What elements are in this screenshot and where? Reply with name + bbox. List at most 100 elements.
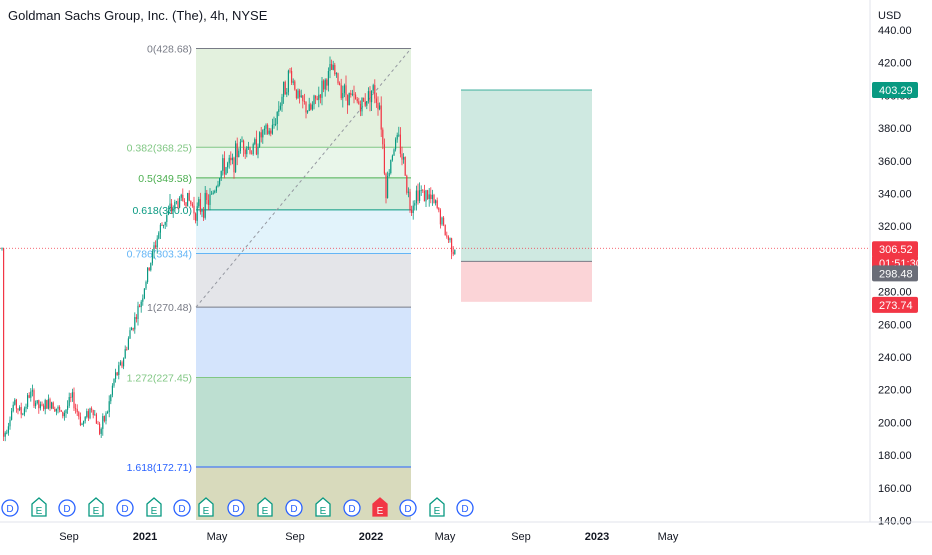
price-series[interactable]: [1, 56, 456, 442]
candle-body: [92, 409, 94, 416]
candle-body: [326, 79, 328, 86]
candle-body: [123, 358, 125, 367]
price-tick-label: 440.00: [878, 25, 912, 37]
candle-body: [132, 328, 134, 330]
candle-body: [22, 414, 24, 416]
earnings-icon-label: E: [93, 506, 100, 517]
candle-body: [399, 134, 401, 154]
stop-price-label[interactable]: 273.74: [872, 296, 918, 313]
candle-body: [19, 407, 21, 411]
candle-body: [348, 93, 350, 106]
candle-body: [83, 420, 85, 424]
candle-body: [139, 305, 141, 308]
candle-body: [335, 73, 337, 75]
dividend-icon-label: D: [461, 504, 468, 515]
dividend-marker[interactable]: D: [58, 499, 76, 517]
candle-body: [140, 301, 142, 308]
long-position-tool[interactable]: [461, 89, 592, 302]
candle-body: [351, 93, 353, 95]
time-axis[interactable]: Sep 2021 May Sep 2022 May Sep 2023 May: [0, 521, 932, 543]
candle-body: [134, 317, 136, 330]
candle-body: [339, 83, 341, 86]
dividend-marker[interactable]: D: [173, 499, 191, 517]
candle-body: [212, 192, 214, 194]
candle-body: [39, 404, 41, 409]
candle-body: [95, 414, 97, 424]
dividend-marker[interactable]: D: [227, 499, 245, 517]
candle-body: [315, 95, 317, 99]
candle-body: [302, 95, 304, 102]
candle-body: [55, 408, 57, 412]
earnings-icon-label: E: [36, 506, 43, 517]
candle-body: [220, 170, 222, 178]
dividend-marker[interactable]: D: [456, 499, 474, 517]
time-tick-label: 2021: [133, 531, 157, 543]
earnings-marker[interactable]: E: [257, 497, 273, 517]
earnings-marker[interactable]: E: [429, 497, 445, 517]
candle-body: [415, 190, 417, 204]
candle-body: [231, 157, 233, 161]
dividend-icon-label: D: [178, 504, 185, 515]
candle-body: [260, 132, 262, 138]
candle-body: [299, 90, 301, 98]
earnings-marker[interactable]: E: [31, 497, 47, 517]
candle-body: [366, 100, 368, 106]
candle-body: [319, 94, 321, 98]
dividend-marker[interactable]: D: [343, 499, 361, 517]
candle-body: [411, 209, 413, 214]
target-price-label[interactable]: 403.29: [872, 82, 918, 99]
dividend-icon: [58, 499, 76, 517]
candle-body: [57, 407, 59, 409]
candle-body: [9, 419, 11, 427]
candle-body: [35, 403, 37, 407]
earnings-marker[interactable]: E: [198, 497, 214, 517]
price-axis[interactable]: USD440.00420.00400.00380.00360.00340.003…: [869, 0, 922, 528]
entry-price-label-bg: [872, 265, 918, 282]
earnings-marker[interactable]: E: [315, 497, 331, 517]
candle-body: [110, 394, 112, 402]
candle-body: [84, 416, 86, 421]
candle-body: [259, 132, 261, 147]
candle-body: [241, 140, 243, 142]
earnings-marker[interactable]: E: [88, 497, 104, 517]
candle-body: [78, 412, 80, 417]
last-price-label[interactable]: 306.52: [872, 241, 918, 258]
candle-body: [135, 317, 137, 320]
candle-body: [380, 105, 382, 130]
entry-price-label[interactable]: 298.48: [872, 265, 918, 282]
candle-body: [111, 385, 113, 395]
candle-body: [191, 204, 193, 206]
dividend-marker[interactable]: D: [116, 499, 134, 517]
candle-body: [171, 203, 173, 211]
candle-body: [438, 207, 440, 211]
dividend-marker[interactable]: D: [1, 499, 19, 517]
earnings-marker[interactable]: E: [372, 497, 388, 517]
candle-body: [116, 372, 118, 376]
earnings-icon-label: E: [262, 506, 269, 517]
candle-body: [244, 149, 246, 155]
candle-body: [113, 378, 115, 386]
dividend-icon-label: D: [6, 504, 13, 515]
fibonacci-retracement[interactable]: 0(428.68) 0.382(368.25) 0.5(349.58) 0.618(3…: [127, 44, 412, 520]
candle-body: [163, 224, 165, 226]
candle-body: [247, 147, 249, 148]
price-tick-label: 260.00: [878, 319, 912, 331]
price-tick-label: 220.00: [878, 385, 912, 397]
candle-body: [127, 338, 129, 350]
candle-body: [28, 395, 30, 398]
candle-body: [270, 130, 272, 134]
dividend-marker[interactable]: D: [399, 499, 417, 517]
candle-body: [230, 157, 232, 161]
candle-body: [323, 80, 325, 90]
symbol-title[interactable]: Goldman Sachs Group, Inc. (The), 4h, NYS…: [8, 8, 268, 23]
candle-body: [350, 93, 352, 95]
dividend-marker[interactable]: D: [285, 499, 303, 517]
earnings-marker[interactable]: E: [146, 497, 162, 517]
time-tick-label: 2023: [585, 531, 609, 543]
candle-body: [75, 408, 77, 410]
candle-body: [385, 173, 387, 199]
candle-body: [67, 405, 69, 410]
candle-body: [449, 238, 451, 241]
